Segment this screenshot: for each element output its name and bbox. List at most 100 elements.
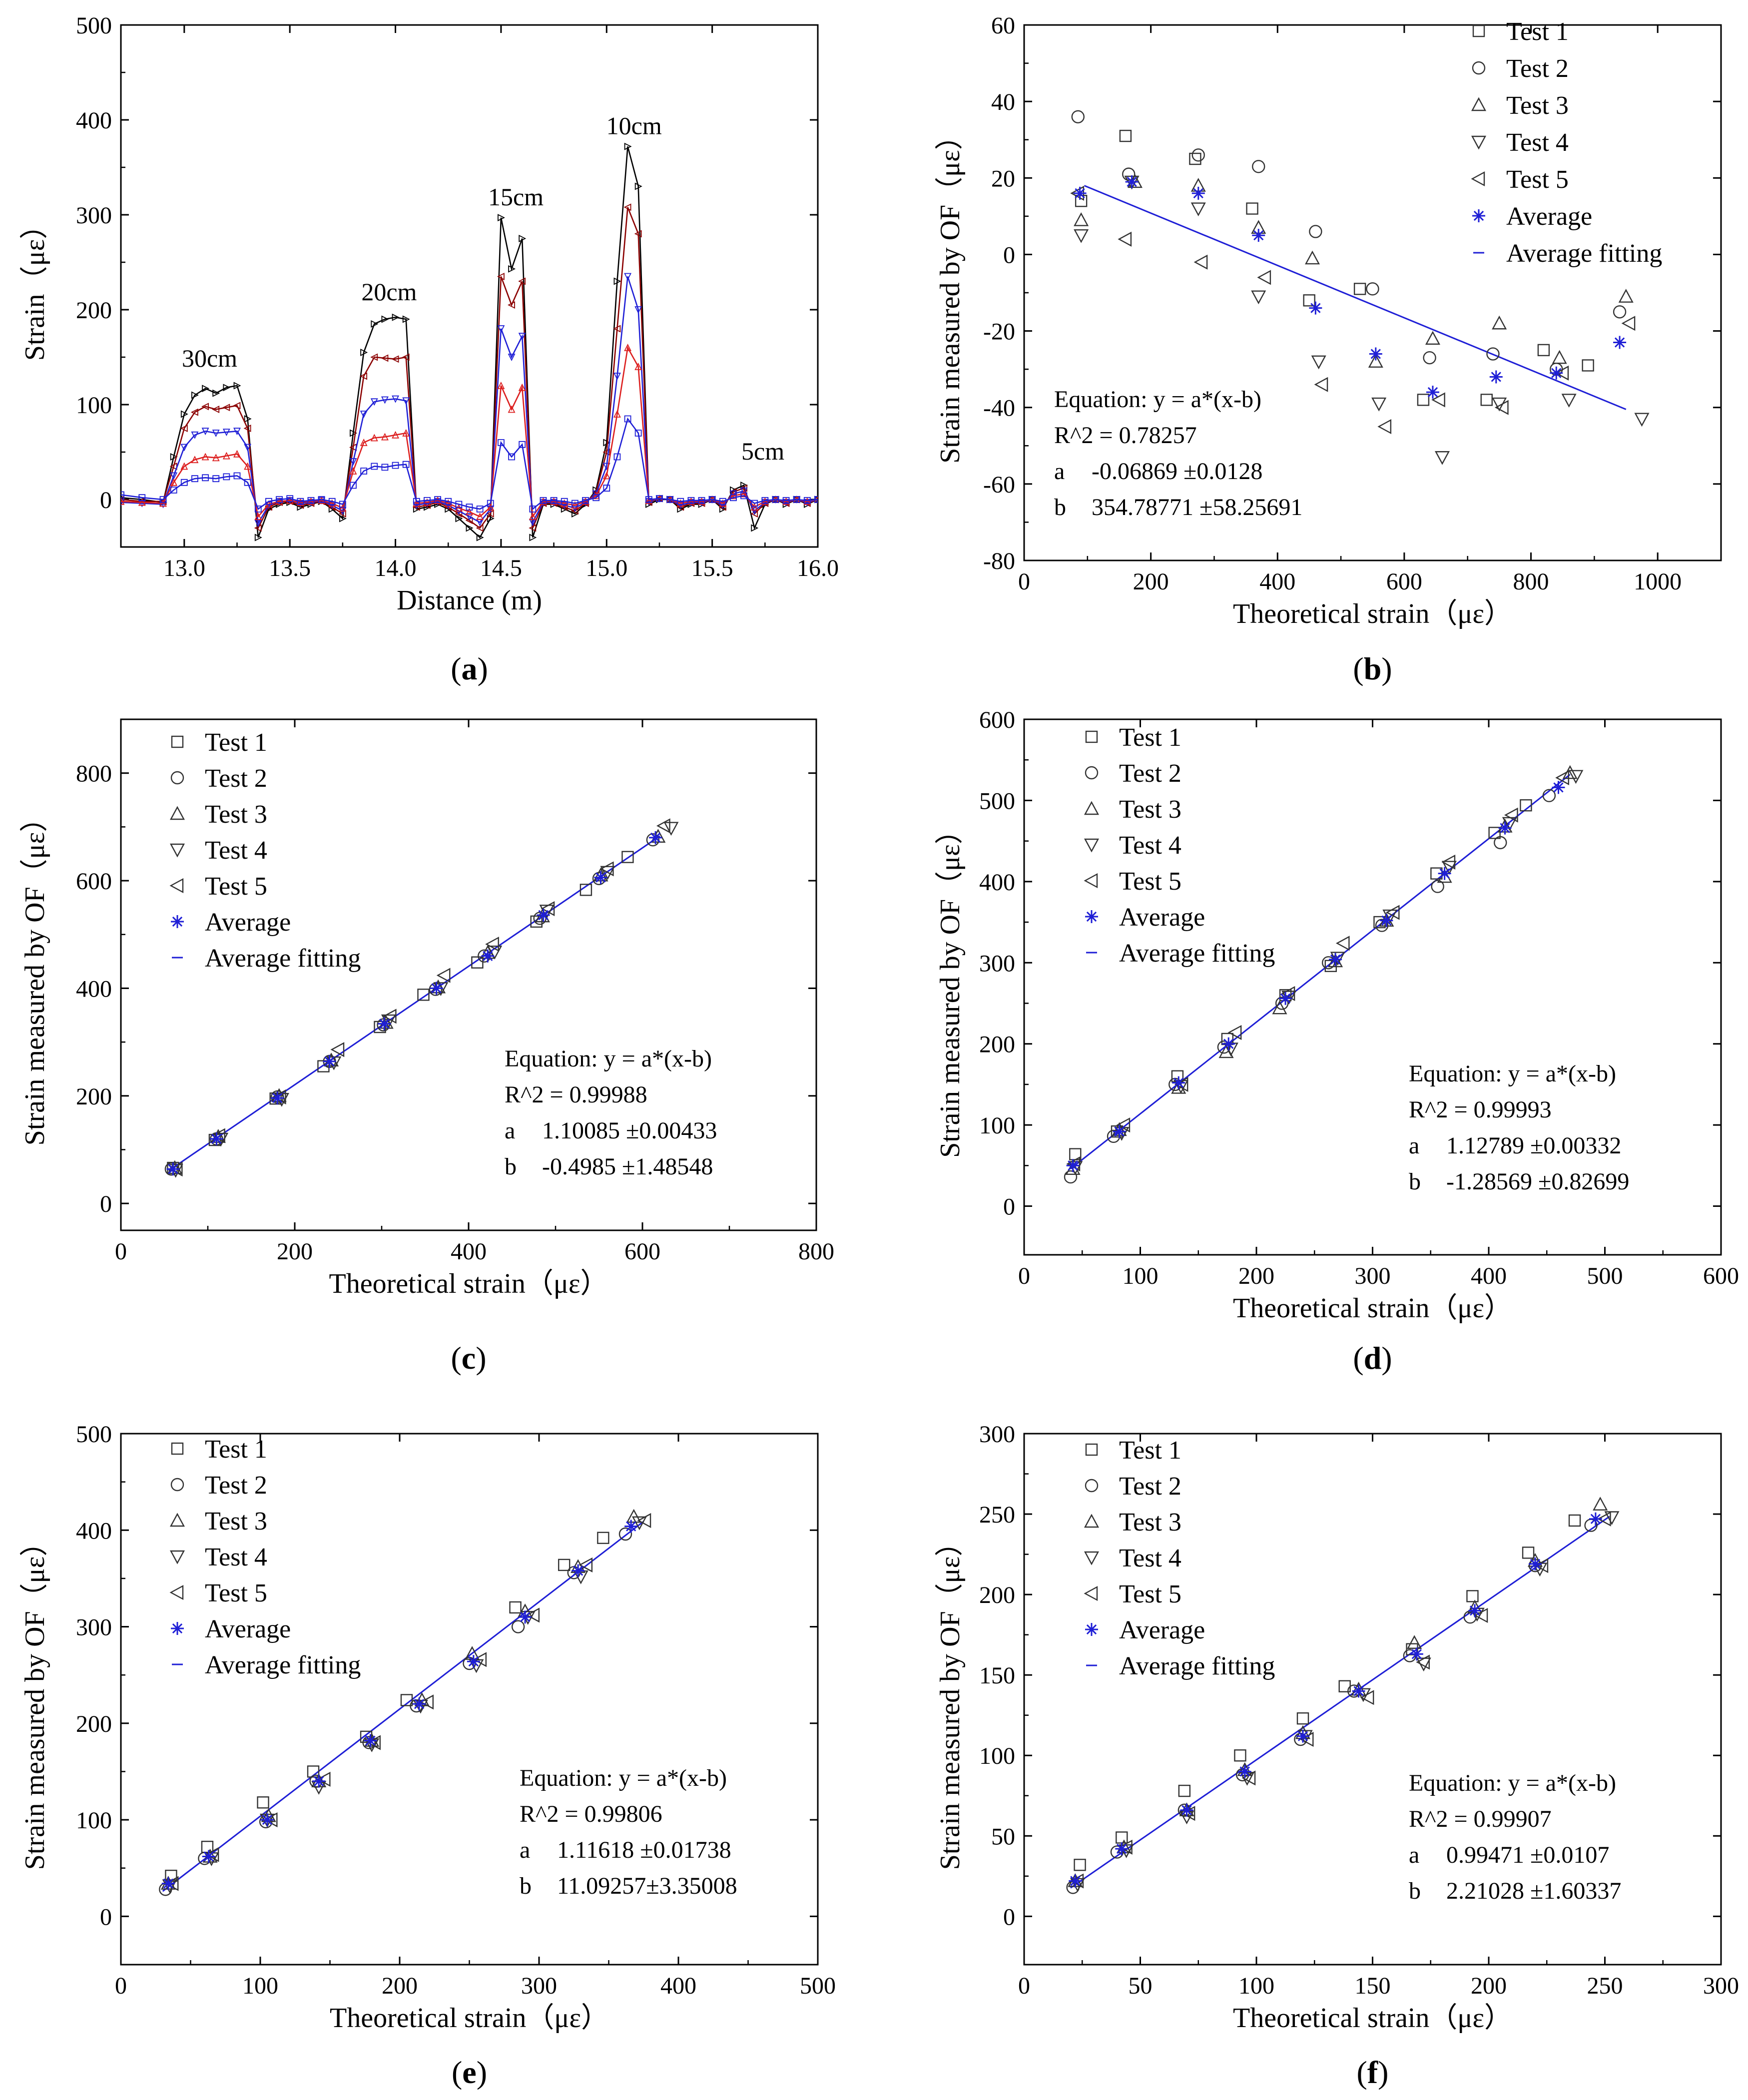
data-point (328, 499, 336, 507)
series-average (1069, 1512, 1602, 1888)
data-point (339, 504, 347, 512)
data-point (1417, 394, 1430, 406)
legend-label: Test 2 (1119, 1472, 1181, 1501)
data-point (687, 497, 695, 505)
x-tick-label: 13.0 (163, 555, 205, 581)
data-point (191, 475, 198, 483)
data-point (613, 277, 621, 285)
data-point (1191, 148, 1205, 162)
y-tick-label: 500 (76, 1421, 112, 1448)
y-tick-label: 200 (76, 1083, 112, 1110)
data-point (740, 492, 747, 500)
data-point (233, 382, 241, 390)
data-point (602, 472, 610, 480)
y-axis-label: Strain measured by OF（με） (935, 1529, 966, 1870)
data-point (244, 444, 252, 452)
data-point (572, 1564, 585, 1577)
legend: Test 1 Test 2 Test 3 Test 4 Test 5 Average Ave… (169, 728, 361, 973)
data-point (254, 520, 262, 527)
data-point (392, 462, 399, 469)
data-point (371, 463, 378, 470)
legend-marker (1085, 730, 1098, 743)
data-point (466, 513, 473, 521)
x-tick-label: 0 (115, 1973, 127, 1999)
data-point (814, 496, 818, 503)
panel-label-open: ( (452, 2055, 462, 2090)
data-point (645, 496, 652, 503)
panel-label-letter: f (1367, 2055, 1378, 2090)
data-point (1178, 1784, 1191, 1797)
data-point (1375, 919, 1389, 932)
data-point (750, 510, 758, 518)
data-point (1257, 270, 1271, 285)
x-tick-label: 100 (1123, 1263, 1159, 1289)
data-point (455, 501, 463, 508)
legend: Test 1 Test 2 Test 3 Test 4 Test 5 Average Ave… (1084, 723, 1275, 968)
data-point (1416, 1654, 1430, 1670)
data-point (191, 391, 199, 399)
data-point (561, 502, 569, 510)
data-point (1621, 316, 1636, 331)
x-tick-label: 15.5 (691, 555, 733, 581)
data-point (223, 384, 231, 392)
data-point (318, 496, 325, 503)
data-point (1537, 344, 1550, 357)
panel-label-close: ) (1381, 1340, 1392, 1376)
data-point (634, 430, 642, 437)
data-point (1296, 1729, 1309, 1743)
x-tick-label: 800 (798, 1238, 834, 1265)
data-point (170, 478, 178, 486)
data-point (166, 1162, 180, 1176)
r-squared-line: R^2 = 0.99993 (1409, 1096, 1552, 1123)
data-point (434, 496, 442, 504)
y-tick-label: 800 (76, 761, 112, 787)
data-point (1328, 953, 1343, 968)
data-point (212, 406, 220, 413)
data-point (350, 429, 358, 437)
data-point (613, 325, 621, 333)
param-b-value: 2.21028 ±1.60337 (1446, 1878, 1621, 1904)
data-point (121, 497, 125, 505)
data-point (803, 497, 811, 504)
data-point (1522, 1547, 1535, 1559)
data-point (212, 475, 220, 483)
y-tick-label: 100 (979, 1112, 1015, 1139)
x-tick-label: 400 (451, 1238, 487, 1265)
data-point (455, 504, 463, 512)
data-point (656, 818, 670, 834)
data-point (1074, 229, 1089, 243)
legend-label: Test 2 (205, 1471, 267, 1500)
legend-marker (1085, 766, 1099, 780)
y-tick-label: 300 (979, 1421, 1015, 1448)
data-point (541, 901, 555, 917)
data-point (1555, 770, 1570, 785)
data-point (1073, 186, 1087, 200)
param-b-value: -1.28569 ±0.82699 (1446, 1168, 1629, 1195)
data-point (205, 1847, 219, 1862)
peak-annotation: 5cm (741, 437, 784, 465)
data-point (646, 833, 660, 847)
data-point (1246, 202, 1258, 215)
data-point (360, 468, 368, 475)
param-a-value: 0.99471 ±0.0107 (1446, 1842, 1609, 1868)
y-tick-label: -80 (983, 548, 1015, 574)
data-point (1425, 331, 1440, 345)
data-point (402, 315, 410, 323)
data-point (1613, 336, 1627, 349)
y-axis-label: Strain measured by OF（με） (935, 816, 966, 1157)
data-point (392, 431, 400, 439)
panel-label-letter: e (462, 2055, 476, 2090)
x-tick-label: 0 (1018, 1263, 1030, 1289)
data-point (1113, 1125, 1126, 1138)
data-point (1217, 1040, 1231, 1054)
data-point (420, 1694, 434, 1710)
data-point (1568, 770, 1584, 784)
y-tick-label: 100 (76, 392, 112, 419)
data-point (624, 142, 632, 150)
data-point (349, 467, 357, 475)
legend-label: Test 1 (1506, 17, 1569, 46)
data-point (508, 265, 516, 273)
data-point (1385, 905, 1400, 920)
chart-panel-f: 0 50 100 150 200 250 300 0 50 100 150 200 250 300 Theo… (935, 1421, 1739, 2090)
data-point (518, 277, 526, 285)
